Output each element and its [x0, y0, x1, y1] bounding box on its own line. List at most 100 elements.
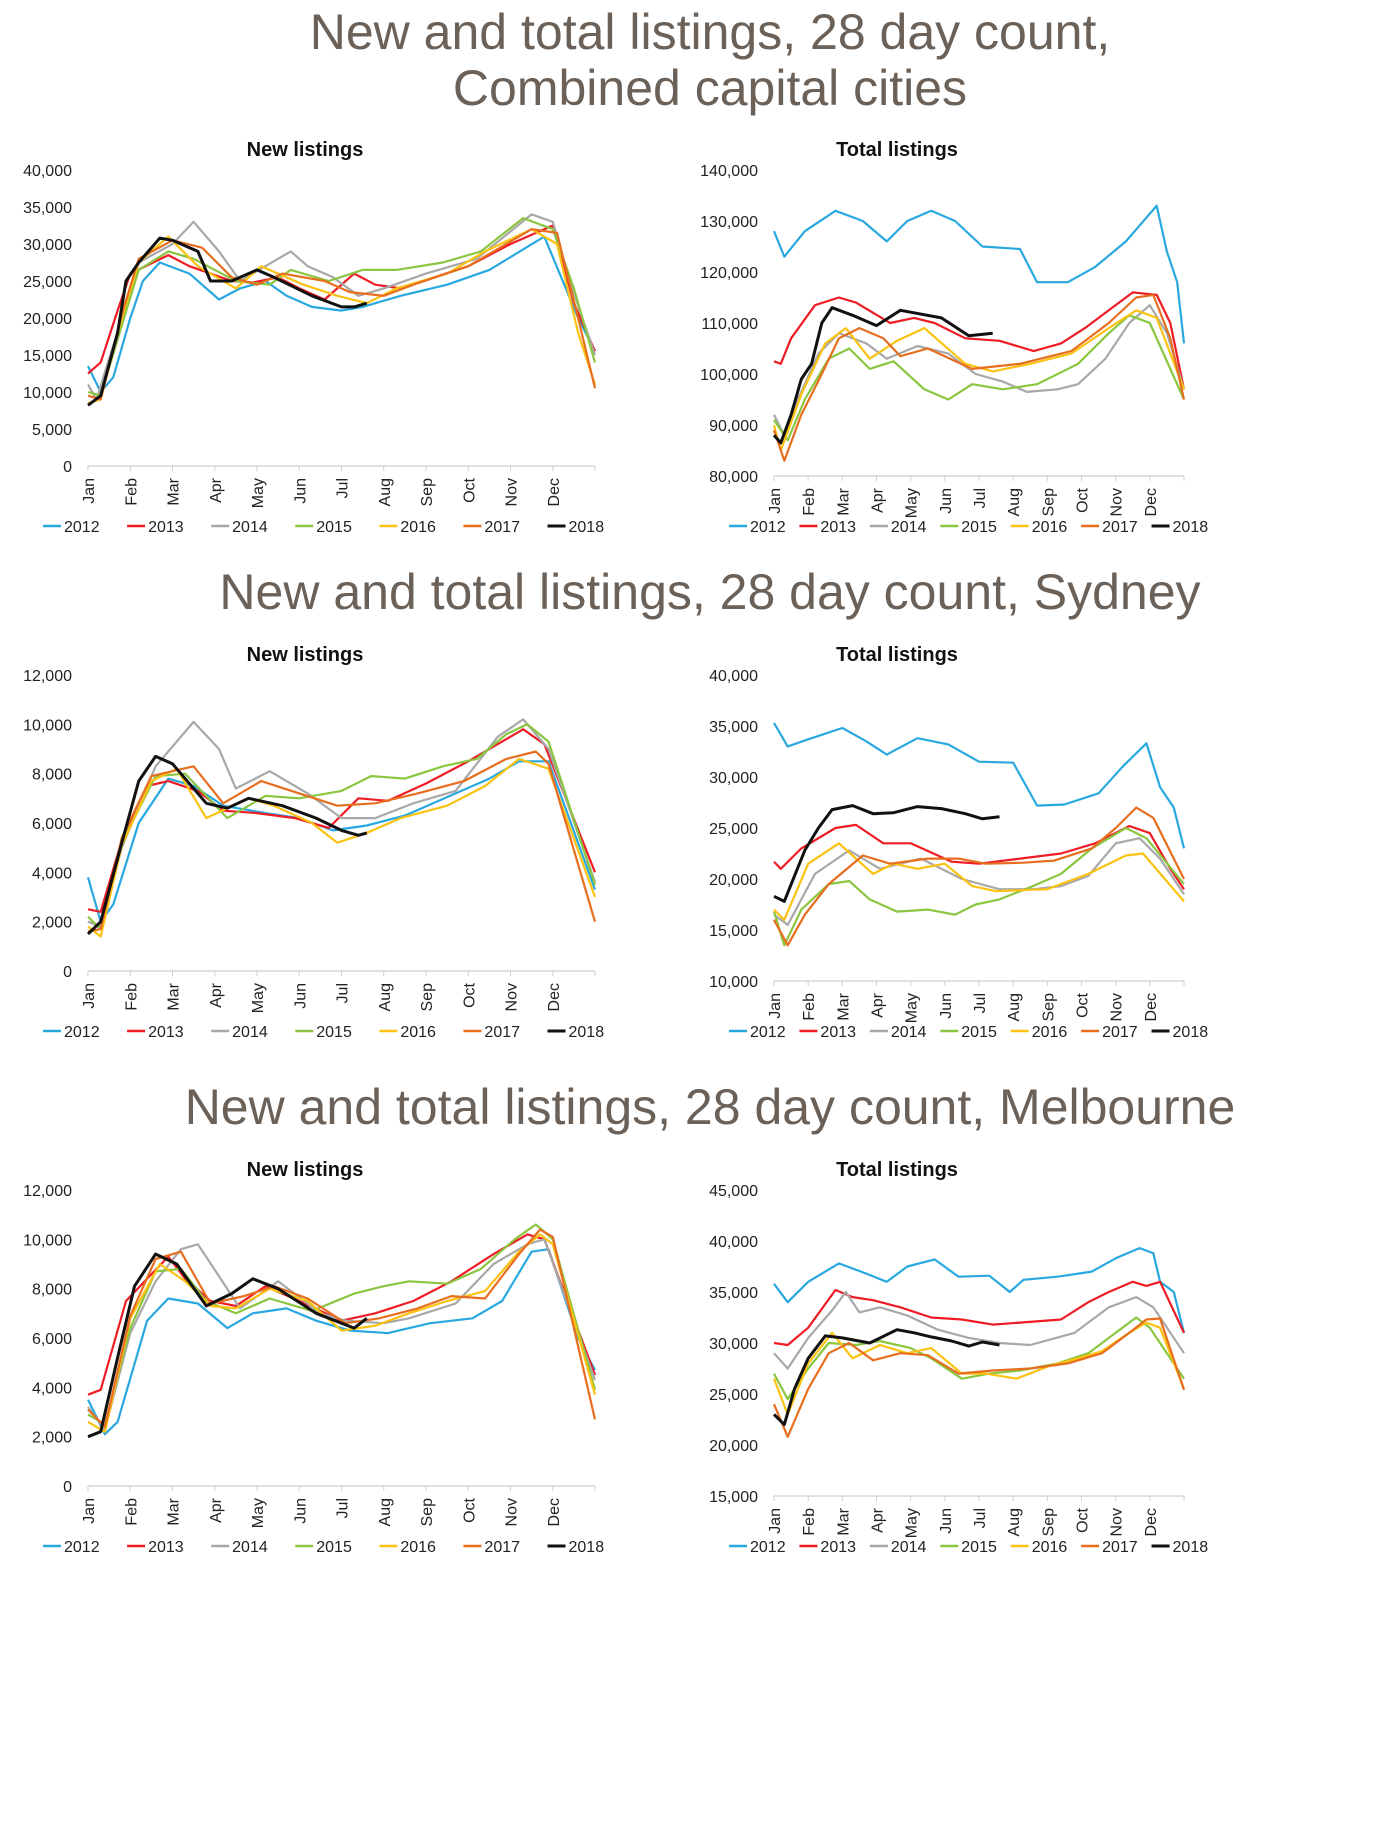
y-tick-label: 45,000 [709, 1183, 758, 1200]
x-tick-label: May [904, 1508, 921, 1538]
y-tick-label: 12,000 [23, 668, 72, 685]
x-tick-label: Sep [419, 1498, 436, 1527]
x-tick-label: May [904, 488, 921, 518]
series-line-2014 [87, 718, 597, 928]
legend-label-2012: 2012 [64, 1024, 100, 1041]
x-tick-label: Feb [123, 478, 140, 506]
x-tick-label: Feb [123, 1498, 140, 1526]
series-line-2012 [87, 235, 596, 394]
legend-label-2012: 2012 [750, 1539, 786, 1556]
x-tick-label: Oct [1075, 487, 1092, 512]
y-tick-label: 10,000 [23, 385, 72, 402]
y-tick-label: 80,000 [709, 469, 758, 486]
y-tick-label: 12,000 [23, 1183, 72, 1200]
x-tick-label: Dec [546, 1498, 563, 1526]
legend-label-2018: 2018 [569, 1024, 605, 1041]
x-tick-label: Nov [1109, 1508, 1126, 1536]
y-tick-label: 20,000 [23, 311, 72, 328]
legend-label-2014: 2014 [232, 519, 268, 536]
section-title-sydney: New and total listings, 28 day count, Sy… [219, 564, 1201, 620]
legend-label-2018: 2018 [1173, 519, 1209, 536]
x-tick-label: Mar [166, 982, 183, 1010]
legend-label-2015: 2015 [316, 1024, 352, 1041]
legend-label-2014: 2014 [232, 1539, 268, 1556]
chart-title: Total listings [836, 1159, 958, 1181]
y-tick-label: 30,000 [709, 1336, 758, 1353]
y-tick-label: 8,000 [32, 1282, 72, 1299]
y-tick-label: 4,000 [32, 1380, 72, 1397]
x-tick-label: Apr [870, 1507, 887, 1533]
x-tick-label: Dec [1143, 1508, 1160, 1536]
legend-label-2012: 2012 [750, 1024, 786, 1041]
series-line-2016 [773, 842, 1185, 921]
legend-label-2017: 2017 [484, 519, 520, 536]
x-tick-label: Oct [1075, 992, 1092, 1017]
series-line-2018 [86, 754, 368, 936]
x-tick-label: Apr [870, 487, 887, 513]
series-line-2018 [772, 1328, 1000, 1427]
y-tick-label: 20,000 [709, 1438, 758, 1455]
chart-title: Total listings [836, 644, 958, 666]
x-tick-label: Jun [938, 993, 955, 1019]
legend-label-2012: 2012 [64, 1539, 100, 1556]
x-tick-label: Nov [504, 1498, 521, 1526]
legend-label-2016: 2016 [1032, 1024, 1068, 1041]
x-tick-label: Oct [461, 1497, 478, 1522]
series-line-2018 [773, 804, 1000, 903]
series-line-2014 [773, 837, 1185, 926]
y-tick-label: 4,000 [32, 865, 72, 882]
y-tick-label: 8,000 [32, 767, 72, 784]
x-tick-label: Mar [166, 1497, 183, 1525]
x-tick-label: Apr [870, 992, 887, 1018]
y-tick-label: 30,000 [23, 237, 72, 254]
x-tick-label: Apr [208, 982, 225, 1008]
legend-label-2014: 2014 [232, 1024, 268, 1041]
x-tick-label: Oct [461, 477, 478, 502]
x-tick-label: Jan [81, 1498, 98, 1524]
x-tick-label: Jan [81, 983, 98, 1009]
y-tick-label: 90,000 [709, 418, 758, 435]
series-line-2012 [772, 204, 1186, 344]
legend-label-2013: 2013 [148, 1024, 184, 1041]
y-tick-label: 40,000 [709, 1234, 758, 1251]
x-tick-label: Aug [1006, 488, 1023, 516]
x-tick-label: Oct [461, 982, 478, 1007]
y-tick-label: 0 [63, 1479, 72, 1496]
series-line-2018 [87, 1252, 368, 1439]
y-tick-label: 25,000 [709, 821, 758, 838]
x-tick-label: Jan [81, 478, 98, 504]
x-tick-label: Jan [767, 1508, 784, 1534]
y-tick-label: 25,000 [23, 274, 72, 291]
chart-combined-total-listings: Total listings 80,000 90,000 100,000 110,000… [700, 139, 1209, 536]
y-tick-label: 20,000 [709, 872, 758, 889]
x-tick-label: Mar [835, 992, 852, 1020]
y-tick-label: 5,000 [32, 422, 72, 439]
legend-label-2012: 2012 [64, 519, 100, 536]
x-tick-label: May [250, 1498, 267, 1528]
legend-label-2015: 2015 [961, 519, 997, 536]
y-tick-label: 6,000 [32, 816, 72, 833]
y-tick-label: 15,000 [23, 348, 72, 365]
x-tick-label: Dec [546, 983, 563, 1011]
series-line-2017 [87, 750, 597, 933]
section-title-combined-line2: Combined capital cities [452, 60, 968, 116]
x-tick-label: Nov [1109, 993, 1126, 1021]
x-tick-label: May [250, 478, 267, 508]
y-tick-label: 2,000 [32, 915, 72, 932]
x-tick-label: Jun [292, 1498, 309, 1524]
chart-sydney-new-listings: New listings 0 2,000 4,000 6,000 8,000 10,000 1… [23, 644, 605, 1041]
x-tick-label: Sep [419, 478, 436, 507]
y-tick-label: 130,000 [700, 214, 758, 231]
x-tick-label: Feb [801, 1508, 818, 1536]
legend-label-2013: 2013 [820, 1024, 856, 1041]
legend-label-2015: 2015 [316, 1539, 352, 1556]
y-tick-label: 100,000 [700, 367, 758, 384]
series-line-2017 [773, 806, 1185, 947]
x-tick-label: Jul [335, 1498, 352, 1518]
y-tick-label: 6,000 [32, 1331, 72, 1348]
x-tick-label: Jul [335, 478, 352, 498]
legend-label-2014: 2014 [891, 519, 927, 536]
legend-label-2015: 2015 [961, 1539, 997, 1556]
series-line-2018 [772, 306, 993, 445]
series-line-2014 [773, 1290, 1185, 1370]
